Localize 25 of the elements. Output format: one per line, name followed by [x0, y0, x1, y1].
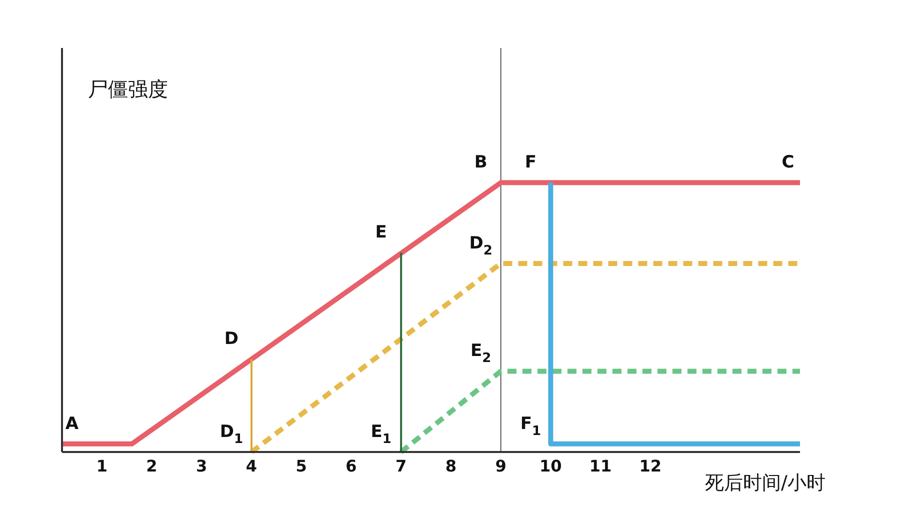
annotation: E: [375, 222, 387, 242]
annotation: D$_{2}$: [469, 233, 492, 259]
x-tick-label: 1: [96, 456, 108, 476]
x-tick-label: 12: [639, 456, 662, 476]
x-tick-label: 9: [495, 456, 506, 476]
x-tick-label: 4: [246, 456, 258, 476]
annotation: C: [782, 152, 794, 172]
annotation: F$_{1}$: [520, 414, 542, 439]
annotation: B: [474, 152, 488, 172]
x-tick-label: 11: [589, 456, 612, 476]
annotation: E$_{1}$: [370, 422, 392, 448]
x-axis-title: 死后时间/小时: [705, 471, 826, 496]
annotation: D$_{1}$: [220, 422, 244, 448]
x-tick-label: 3: [196, 456, 208, 476]
x-tick-label: 2: [146, 456, 158, 476]
x-tick-label: 6: [346, 456, 357, 476]
x-tick-label: 8: [445, 456, 457, 476]
annotation: F: [524, 152, 536, 172]
x-tick-label: 5: [296, 456, 307, 476]
annotation: D: [224, 328, 239, 349]
annotation: E$_{2}$: [470, 340, 492, 366]
x-tick-label: 10: [540, 456, 562, 476]
annotation: A: [65, 414, 80, 434]
y-axis-title: 尸僵强度: [88, 76, 168, 103]
x-tick-label: 7: [396, 456, 407, 476]
